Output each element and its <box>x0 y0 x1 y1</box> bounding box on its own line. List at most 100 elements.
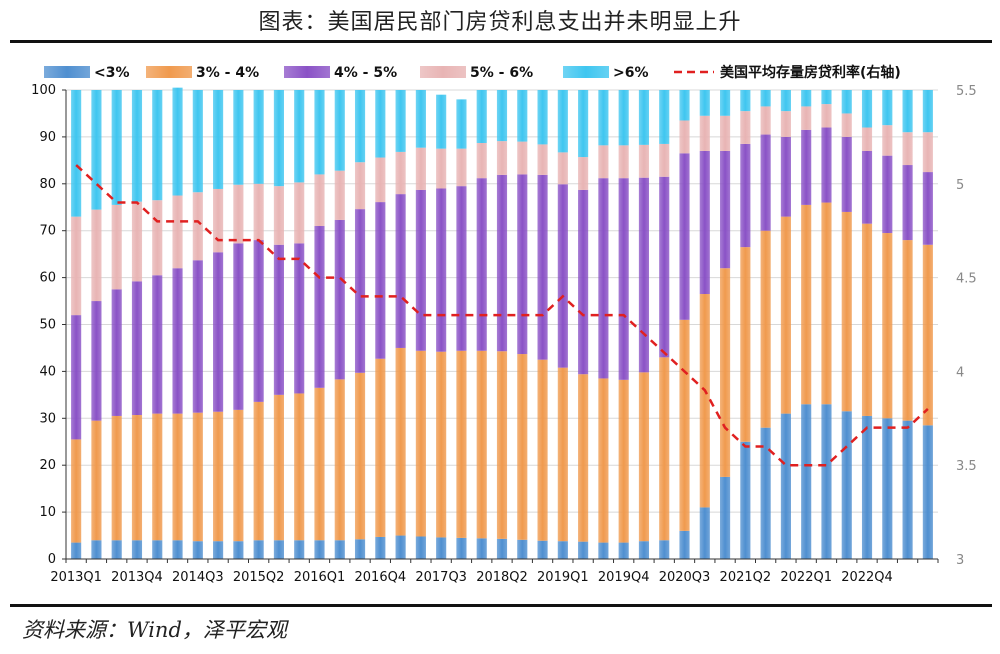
bar-b4_5-2019Q2 <box>578 189 589 375</box>
bar-lt3-2021Q4 <box>780 413 791 559</box>
legend-label-b4_5: 4% - 5% <box>334 65 397 81</box>
bar-b3_4-2014Q1 <box>152 413 163 541</box>
bar-b4_5-2014Q2 <box>172 268 183 414</box>
bar-b3_4-2014Q4 <box>213 411 224 542</box>
bar-b5_6-2015Q1 <box>233 184 244 244</box>
x-tick-label: 2015Q2 <box>233 570 285 585</box>
bar-b5_6-2021Q2 <box>740 111 751 144</box>
bar-gt6-2019Q4 <box>618 90 629 146</box>
x-tick-label: 2019Q4 <box>598 570 650 585</box>
bar-b5_6-2018Q1 <box>476 142 487 179</box>
bar-lt3-2023Q2 <box>902 420 913 559</box>
bar-b3_4-2016Q3 <box>354 372 366 540</box>
bar-gt6-2020Q1 <box>638 90 650 145</box>
y-tick-label: 50 <box>39 318 56 333</box>
y-tick-label: 10 <box>39 505 56 520</box>
bar-b3_4-2022Q2 <box>821 202 832 405</box>
y2-tick-label: 4 <box>956 365 964 380</box>
bar-gt6-2014Q1 <box>152 90 163 201</box>
bar-b4_5-2018Q2 <box>496 174 508 352</box>
bar-b4_5-2013Q3 <box>111 289 122 416</box>
bar-b3_4-2019Q1 <box>557 367 568 542</box>
bar-b4_5-2019Q4 <box>618 178 629 380</box>
bar-gt6-2023Q2 <box>902 90 913 133</box>
bar-lt3-2014Q2 <box>172 540 183 559</box>
bar-lt3-2023Q3 <box>922 425 933 559</box>
bar-b5_6-2020Q1 <box>638 144 650 178</box>
bar-b3_4-2017Q2 <box>415 350 426 537</box>
bar-b4_5-2016Q1 <box>314 226 325 388</box>
x-tick-label: 2021Q2 <box>720 570 772 585</box>
bar-b4_5-2015Q4 <box>294 243 305 394</box>
bar-b3_4-2023Q3 <box>922 244 933 426</box>
bar-b3_4-2018Q4 <box>537 359 548 541</box>
y2-tick-label: 5 <box>956 178 964 193</box>
bar-b4_5-2019Q3 <box>598 178 609 379</box>
bar-b5_6-2022Q2 <box>821 104 832 128</box>
bar-b5_6-2021Q1 <box>720 115 731 151</box>
bar-b3_4-2021Q2 <box>740 247 751 442</box>
bar-b4_5-2017Q4 <box>456 186 467 351</box>
bar-b3_4-2014Q3 <box>192 412 203 542</box>
bar-b3_4-2019Q3 <box>598 378 609 543</box>
bar-b5_6-2022Q4 <box>861 127 873 151</box>
bar-b3_4-2019Q2 <box>578 374 589 542</box>
bar-gt6-2021Q4 <box>780 90 791 112</box>
bar-b5_6-2014Q4 <box>213 188 224 253</box>
bar-gt6-2014Q4 <box>213 90 224 189</box>
axes: 0 10 20 30 40 50 60 70 80 90 100 3 3.5 4 4.5 5 5.5 2013Q1… <box>31 83 977 585</box>
x-tick-label: 2013Q1 <box>50 570 102 585</box>
bar-b5_6-2014Q2 <box>172 195 183 269</box>
y-tick-label: 20 <box>39 458 56 473</box>
bar-gt6-2013Q4 <box>131 90 143 202</box>
bar-b3_4-2013Q1 <box>71 439 82 543</box>
bar-b5_6-2023Q1 <box>882 125 893 156</box>
bar-lt3-2021Q2 <box>740 441 751 559</box>
bar-b5_6-2020Q3 <box>679 120 690 154</box>
bar-gt6-2016Q3 <box>354 90 366 163</box>
bar-b4_5-2020Q1 <box>638 177 650 373</box>
legend-swatch-b4_5 <box>284 66 330 78</box>
bar-b5_6-2023Q3 <box>922 132 933 173</box>
bar-b4_5-2022Q1 <box>801 129 812 205</box>
y-tick-label: 70 <box>39 224 56 239</box>
bar-b3_4-2018Q3 <box>517 354 528 540</box>
y-tick-label: 60 <box>39 271 56 286</box>
bar-lt3-2018Q4 <box>537 540 548 559</box>
bar-b4_5-2016Q4 <box>375 202 386 359</box>
bar-lt3-2016Q2 <box>334 540 345 559</box>
bar-b4_5-2015Q3 <box>273 244 284 395</box>
bar-lt3-2022Q3 <box>841 411 852 559</box>
y-tick-label: 80 <box>39 177 56 192</box>
bar-b3_4-2020Q3 <box>679 319 690 531</box>
bar-b5_6-2016Q4 <box>375 157 386 203</box>
bar-gt6-2019Q2 <box>578 90 589 158</box>
rate-line-series <box>75 164 929 467</box>
bar-lt3-2016Q1 <box>314 540 325 559</box>
bar-b4_5-2023Q1 <box>882 155 893 234</box>
x-tick-label: 2017Q3 <box>415 570 467 585</box>
bar-lt3-2022Q2 <box>821 404 832 559</box>
y-tick-label: 30 <box>39 411 56 426</box>
y-tick-label: 100 <box>31 83 56 98</box>
bar-b5_6-2019Q3 <box>598 145 609 179</box>
bar-b5_6-2013Q4 <box>131 201 143 282</box>
bar-b3_4-2018Q2 <box>496 351 508 539</box>
bar-b4_5-2021Q2 <box>740 143 751 248</box>
bar-b5_6-2018Q3 <box>517 141 528 175</box>
bar-b4_5-2021Q4 <box>780 136 791 217</box>
bar-gt6-2021Q3 <box>760 90 771 107</box>
bar-lt3-2014Q4 <box>213 541 224 559</box>
bar-b5_6-2015Q3 <box>273 186 284 245</box>
bar-lt3-2019Q2 <box>578 541 589 559</box>
bar-b4_5-2017Q1 <box>395 194 406 348</box>
bar-b5_6-2022Q3 <box>841 113 852 137</box>
bar-b5_6-2017Q4 <box>456 148 467 187</box>
bar-lt3-2018Q2 <box>496 538 508 559</box>
bar-gt6-2015Q1 <box>233 90 244 185</box>
bar-b5_6-2014Q3 <box>192 192 203 261</box>
bar-b5_6-2020Q2 <box>659 143 670 177</box>
x-tick-label: 2018Q2 <box>476 570 528 585</box>
bar-b4_5-2013Q2 <box>91 301 102 421</box>
y2-tick-label: 3.5 <box>956 459 977 474</box>
